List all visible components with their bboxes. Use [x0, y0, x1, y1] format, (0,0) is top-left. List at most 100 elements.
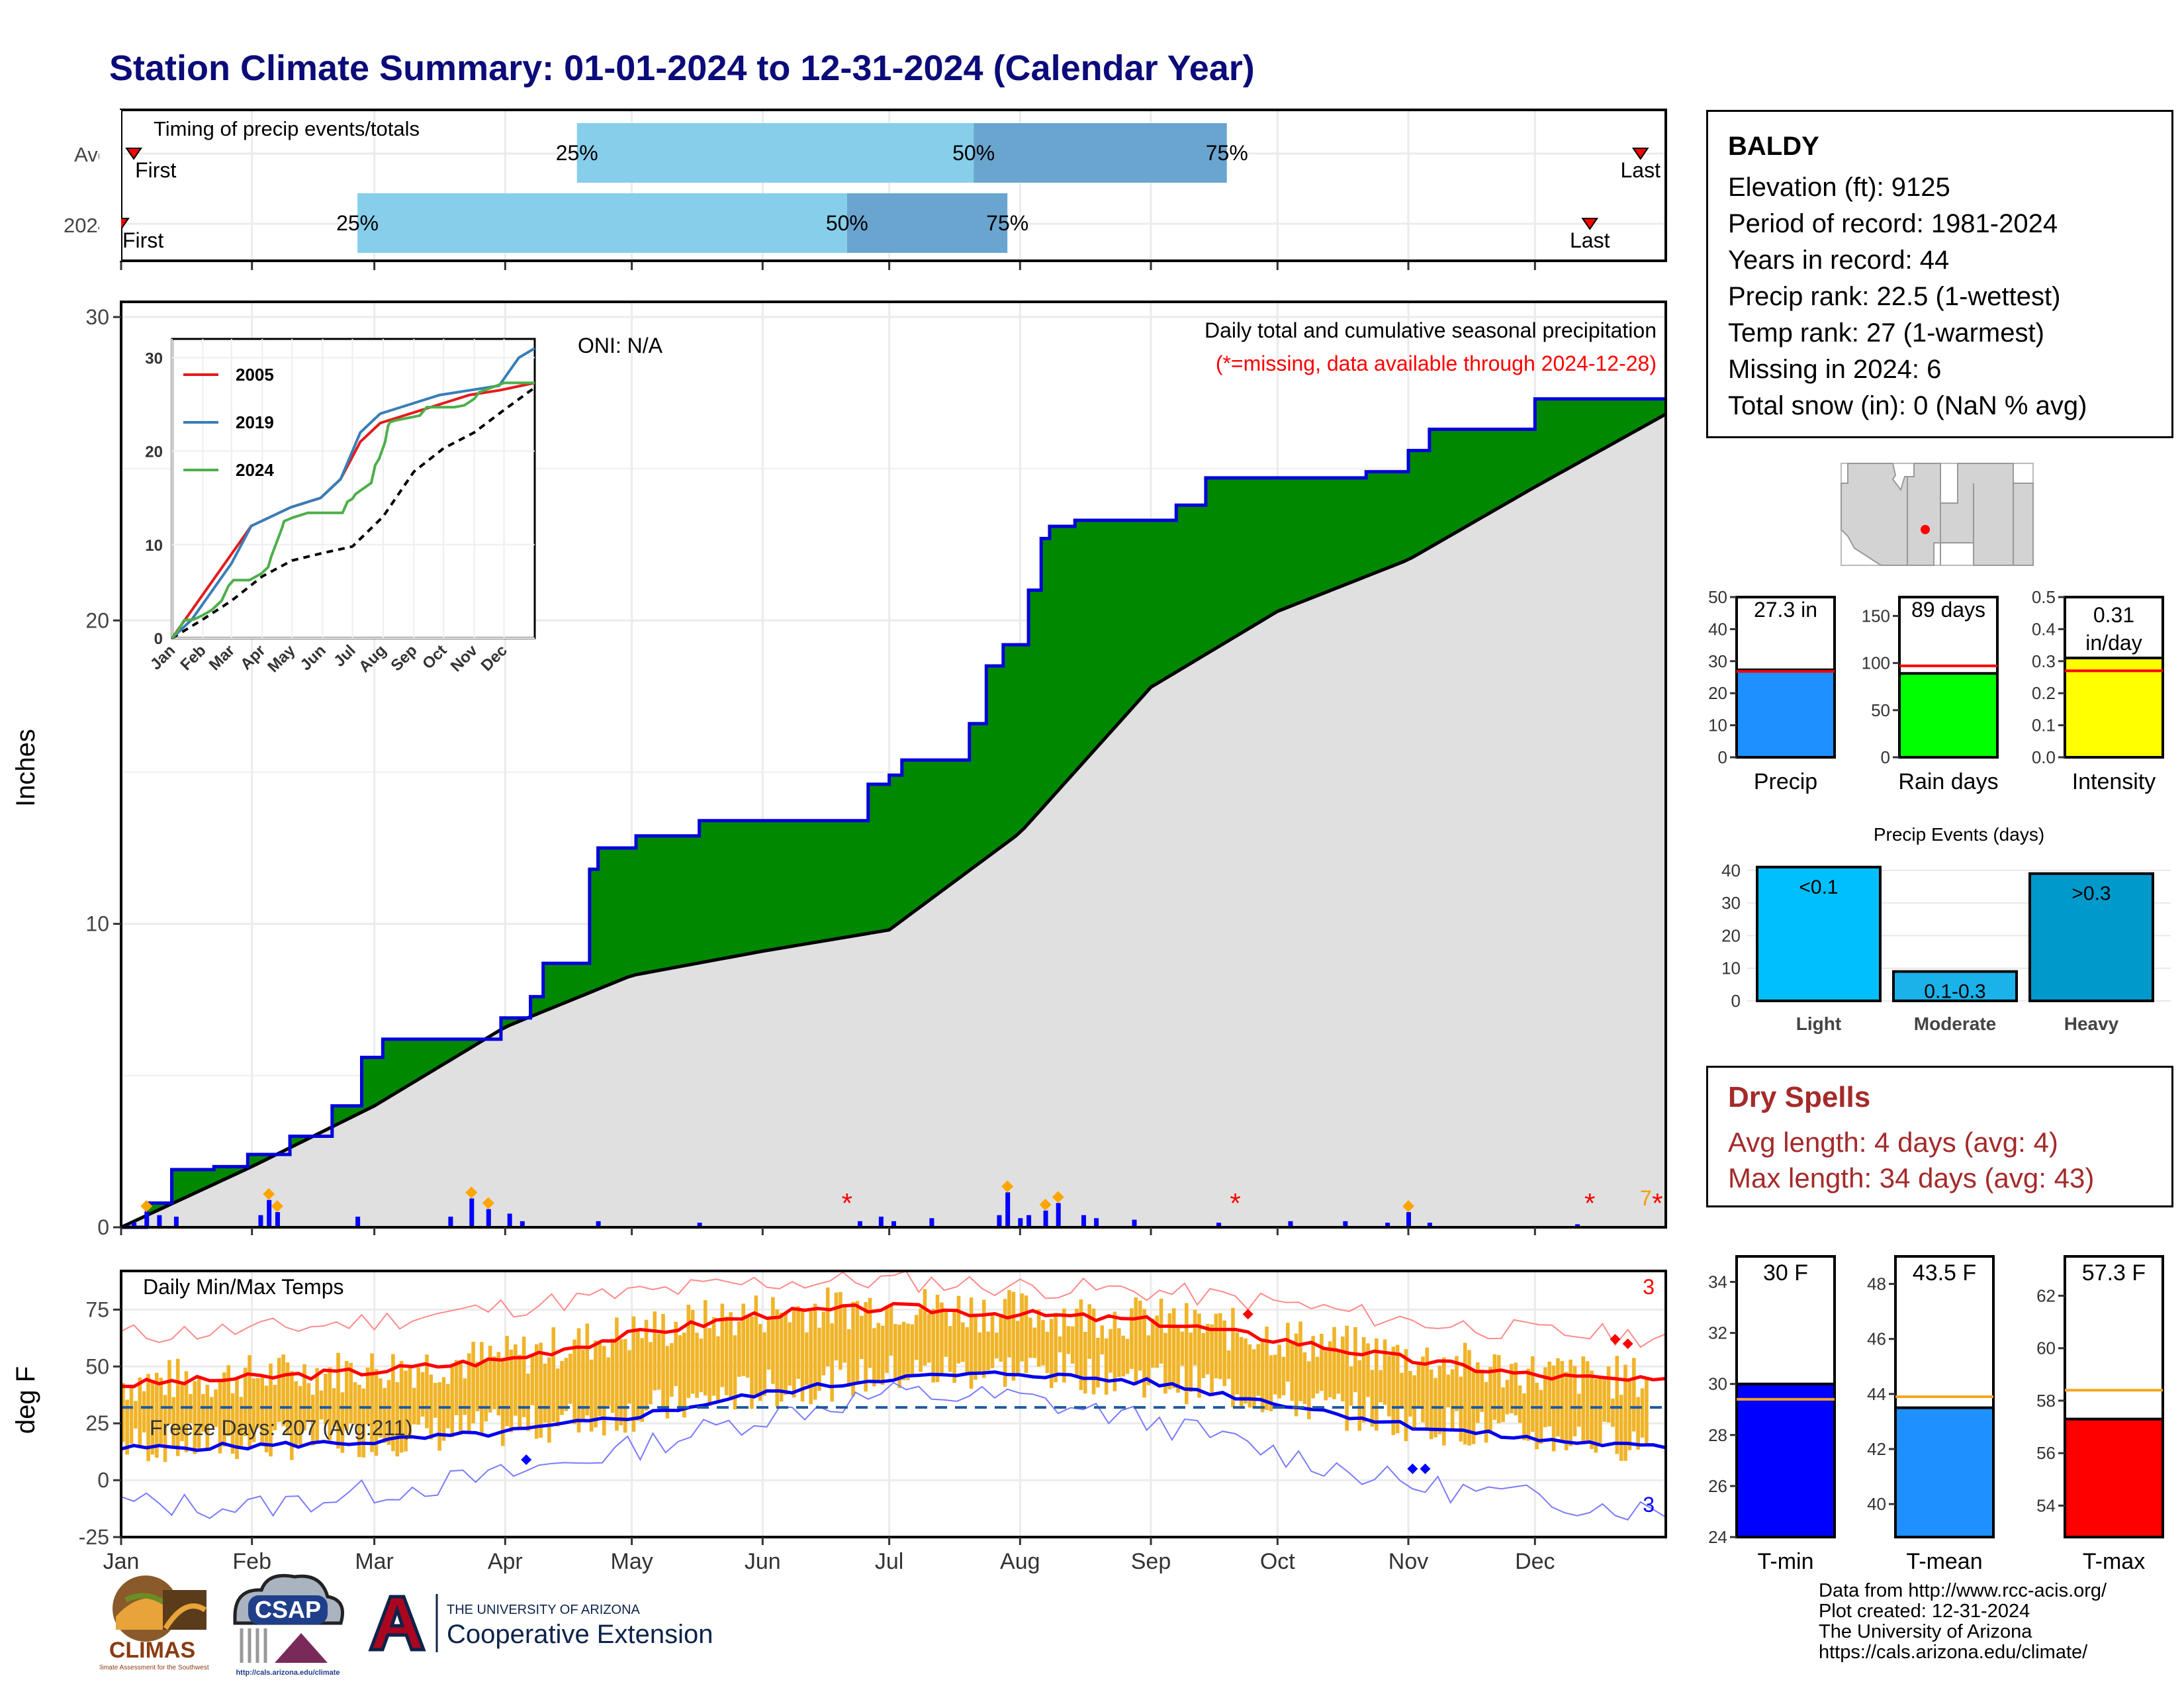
daily-temp-bar — [332, 1388, 336, 1427]
cumulative-2024-line — [121, 397, 1666, 1229]
average-max-line — [120, 1301, 1666, 1389]
daily-temp-bar — [1167, 1313, 1172, 1389]
daily-temp-bar — [1302, 1352, 1307, 1404]
daily-precip-bar — [997, 1215, 1002, 1227]
daily-temp-bar — [733, 1335, 737, 1410]
daily-temp-bar — [1560, 1361, 1565, 1440]
daily-temp-bar — [1176, 1327, 1180, 1393]
daily-temp-bar — [1332, 1327, 1336, 1399]
daily-temp-bar — [269, 1363, 273, 1457]
daily-temp-bar — [1577, 1393, 1581, 1427]
daily-temp-bar — [463, 1378, 467, 1415]
daily-temp-bar — [813, 1303, 817, 1400]
temp-xtick-label: Aug — [1000, 1549, 1040, 1574]
daily-temp-bar — [564, 1358, 569, 1411]
daily-temp-bar — [357, 1384, 361, 1458]
daily-temp-bar — [1311, 1336, 1315, 1399]
rain-days-value-label: 89 days — [1911, 598, 1985, 622]
footer-line-1: Data from http://www.rcc-acis.org/ — [1819, 1580, 2107, 1601]
daily-temp-bar — [328, 1367, 332, 1441]
daily-precip-bar — [157, 1215, 162, 1227]
daily-temp-bar — [1631, 1358, 1636, 1432]
daily-temp-bar — [724, 1316, 729, 1395]
daily-precip-bar — [355, 1216, 361, 1227]
daily-temp-bar — [1606, 1366, 1611, 1423]
daily-temp-bar — [184, 1371, 189, 1452]
daily-temp-bar — [1252, 1349, 1256, 1409]
daily-temp-bar — [927, 1313, 931, 1363]
daily-temp-bar — [1446, 1374, 1450, 1408]
daily-temp-bar — [134, 1401, 138, 1429]
daily-temp-bar — [568, 1354, 572, 1404]
last-event-label: Last — [1570, 228, 1610, 252]
daily-temp-bar — [1146, 1335, 1151, 1385]
daily-temp-bar — [1594, 1379, 1598, 1453]
oni-label: ONI: N/A — [578, 334, 663, 357]
daily-temp-bar — [640, 1338, 644, 1423]
daily-temp-bar — [859, 1315, 864, 1360]
timing-label: Timing of precip events/totals — [154, 117, 420, 140]
daily-temp-bar — [1096, 1337, 1100, 1388]
daily-temp-bar — [830, 1323, 834, 1402]
daily-temp-bar — [906, 1323, 910, 1381]
daily-temp-bar — [1298, 1321, 1302, 1401]
daily-temp-bar — [1476, 1362, 1480, 1423]
daily-temp-bar — [1324, 1350, 1328, 1401]
t-max-name: T-max — [2083, 1549, 2145, 1574]
temp-xtick-label: May — [611, 1549, 653, 1574]
daily-temp-bar — [1116, 1328, 1121, 1378]
t-max-ytick-label: 62 — [2036, 1286, 2056, 1305]
daily-precip-bar — [878, 1216, 884, 1227]
daily-temp-bar — [839, 1291, 842, 1370]
last-event-marker — [1631, 148, 1649, 160]
daily-temp-bar — [1514, 1362, 1518, 1416]
daily-temp-bar — [981, 1299, 986, 1378]
daily-temp-bar — [155, 1372, 159, 1458]
daily-temp-bar — [551, 1327, 556, 1423]
daily-temp-bar — [201, 1393, 205, 1432]
daily-temp-bar — [285, 1362, 290, 1435]
daily-temp-bar — [1058, 1336, 1062, 1352]
temp-xtick-label: Jun — [745, 1549, 781, 1574]
svg-text:CSAP: CSAP — [255, 1596, 321, 1623]
daily-temp-bar — [1374, 1338, 1379, 1431]
daily-temp-bar — [1459, 1376, 1463, 1442]
daily-temp-bar — [555, 1368, 560, 1427]
daily-temp-bar — [1437, 1366, 1442, 1434]
intensity-ytick-label: 0.3 — [2032, 651, 2056, 671]
daily-temp-bar — [1007, 1289, 1011, 1358]
daily-temp-bar — [606, 1357, 610, 1406]
daily-temp-bar — [1265, 1327, 1269, 1410]
csap-logo: CSAP http://cals.arizona.edu/climate — [233, 1573, 344, 1677]
last-event-marker — [1581, 218, 1599, 230]
daily-precip-bar — [520, 1221, 525, 1227]
daily-temp-bar — [1087, 1304, 1091, 1359]
daily-temp-bar — [197, 1376, 201, 1450]
daily-temp-bar — [1294, 1333, 1298, 1417]
daily-temp-bar — [235, 1378, 239, 1460]
daily-temp-bar — [1340, 1336, 1345, 1402]
daily-temp-bar — [1370, 1370, 1375, 1427]
daily-temp-bar — [404, 1370, 408, 1452]
heavy-event-marker — [140, 1200, 153, 1213]
daily-temp-bar — [969, 1297, 974, 1389]
t-min-bar — [1735, 1382, 1836, 1539]
daily-temp-bar — [1530, 1356, 1535, 1432]
daily-temp-bar — [1062, 1308, 1066, 1383]
daily-temp-bar — [805, 1332, 809, 1385]
daily-temp-bar — [1623, 1364, 1627, 1461]
temp-xtick-label: Sep — [1131, 1549, 1171, 1574]
temp-xtick-label: Mar — [355, 1549, 394, 1574]
daily-temp-bar — [1130, 1308, 1134, 1369]
daily-temp-bar — [1320, 1333, 1324, 1391]
daily-temp-bar — [1100, 1325, 1105, 1355]
daily-temp-bar — [539, 1342, 543, 1438]
daily-temp-bar — [1353, 1327, 1357, 1393]
missing-day-marker: * — [1230, 1188, 1240, 1219]
daily-temp-bar — [1197, 1313, 1201, 1398]
daily-temp-bar — [1079, 1299, 1083, 1390]
station-missing: Missing in 2024: 6 — [1728, 355, 1942, 384]
daily-temp-bar — [1015, 1321, 1020, 1374]
temp-label: Daily Min/Max Temps — [143, 1275, 343, 1299]
daily-temp-bar — [615, 1317, 619, 1431]
